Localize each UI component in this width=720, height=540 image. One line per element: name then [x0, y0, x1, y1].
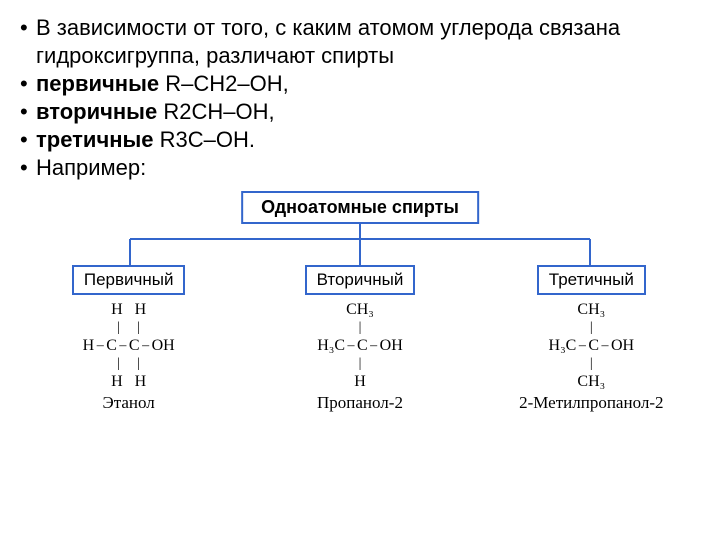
tertiary-label: третичные [36, 127, 154, 152]
primary-line: первичные R–CH2–OH, [20, 71, 700, 97]
diagram: Одноатомные спирты Первичный H H | | H–C… [20, 191, 700, 471]
compound-name: 2-Метилпропанол-2 [519, 393, 663, 413]
category-box: Первичный [72, 265, 186, 295]
secondary-line: вторичные R2CH–OH, [20, 99, 700, 125]
bullet-list: В зависимости от того, с каким атомом уг… [20, 14, 700, 181]
category-column: Третичный CH₃ | H₃C–C–OH | CH₃ 2-Метилпр… [483, 265, 700, 413]
structural-formula: H H | | H–C–C–OH | | H H [83, 301, 175, 391]
primary-label: первичные [36, 71, 159, 96]
columns: Первичный H H | | H–C–C–OH | | H H Этано… [20, 265, 700, 413]
connectors [20, 221, 700, 271]
secondary-label: вторичные [36, 99, 157, 124]
intro-text: В зависимости от того, с каким атомом уг… [20, 14, 700, 69]
diagram-title-box: Одноатомные спирты [241, 191, 479, 224]
compound-name: Этанол [103, 393, 155, 413]
secondary-formula: R2CH–OH, [163, 99, 274, 124]
tertiary-formula: R3C–OH. [160, 127, 255, 152]
category-box: Третичный [537, 265, 646, 295]
structural-formula: CH₃ | H₃C–C–OH | H [317, 301, 403, 391]
structural-formula: CH₃ | H₃C–C–OH | CH₃ [549, 301, 635, 391]
category-column: Вторичный CH₃ | H₃C–C–OH | H Пропанол-2 [251, 265, 468, 413]
category-box: Вторичный [305, 265, 416, 295]
tertiary-line: третичные R3C–OH. [20, 127, 700, 153]
category-column: Первичный H H | | H–C–C–OH | | H H Этано… [20, 265, 237, 413]
example-label: Например: [20, 155, 700, 181]
compound-name: Пропанол-2 [317, 393, 403, 413]
primary-formula: R–CH2–OH, [165, 71, 288, 96]
